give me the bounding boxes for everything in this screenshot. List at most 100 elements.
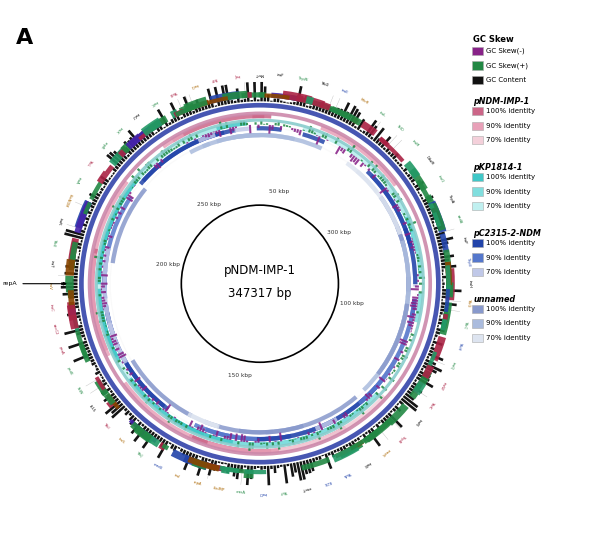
Wedge shape [296,402,369,443]
Wedge shape [79,318,81,321]
Wedge shape [313,426,347,444]
Wedge shape [337,448,340,452]
Wedge shape [237,441,240,447]
Wedge shape [202,133,260,149]
Wedge shape [417,256,420,259]
Wedge shape [220,438,223,443]
Wedge shape [154,119,163,128]
Text: merB: merB [152,462,163,471]
Wedge shape [159,125,163,130]
Wedge shape [318,105,323,112]
Wedge shape [350,433,373,450]
Wedge shape [244,465,246,467]
Wedge shape [302,460,308,475]
Wedge shape [219,466,239,473]
Wedge shape [113,342,118,346]
Wedge shape [99,314,104,317]
Wedge shape [419,283,424,285]
Wedge shape [234,101,237,103]
Wedge shape [359,435,362,437]
Wedge shape [309,459,315,471]
Text: IS26: IS26 [323,479,332,485]
Wedge shape [102,239,107,242]
Wedge shape [381,385,387,391]
Wedge shape [194,106,199,113]
Text: TelO: TelO [396,124,404,132]
Wedge shape [236,88,240,102]
Wedge shape [370,174,414,250]
Wedge shape [275,123,277,125]
Wedge shape [235,469,244,473]
Wedge shape [413,249,415,251]
Wedge shape [441,319,447,330]
Wedge shape [249,125,252,133]
Wedge shape [273,99,276,102]
Wedge shape [111,346,114,350]
Wedge shape [308,125,312,133]
Wedge shape [258,438,259,443]
Text: 70% identity: 70% identity [486,203,530,209]
Wedge shape [208,459,211,461]
Wedge shape [205,427,291,441]
Wedge shape [73,353,92,363]
Wedge shape [409,387,415,393]
Wedge shape [96,368,99,371]
Wedge shape [170,102,181,121]
Wedge shape [417,260,420,262]
Wedge shape [318,422,323,430]
Wedge shape [306,460,312,473]
Text: GC Skew: GC Skew [473,36,514,44]
Text: traH: traH [467,279,471,288]
Wedge shape [173,419,178,424]
Wedge shape [209,91,240,104]
Wedge shape [290,463,294,477]
Wedge shape [137,168,144,175]
Wedge shape [243,121,245,125]
Wedge shape [358,407,365,415]
Wedge shape [432,224,435,227]
Wedge shape [296,95,303,102]
Wedge shape [130,421,151,441]
Wedge shape [412,307,417,310]
Wedge shape [209,435,212,438]
Wedge shape [179,102,195,115]
Wedge shape [79,253,80,255]
Wedge shape [102,379,106,383]
Wedge shape [155,132,158,134]
Text: traQ: traQ [449,361,456,370]
Wedge shape [441,259,449,262]
Wedge shape [416,187,421,191]
Wedge shape [232,464,237,477]
Text: pKP1814-1: pKP1814-1 [473,163,523,173]
Wedge shape [79,344,90,363]
Wedge shape [419,193,423,197]
Text: merA: merA [235,490,246,495]
Wedge shape [191,458,208,470]
Wedge shape [110,398,119,406]
Wedge shape [283,464,288,483]
Text: TrbA: TrbA [343,470,352,477]
Wedge shape [157,109,169,127]
Wedge shape [429,203,435,209]
Wedge shape [100,175,110,183]
Wedge shape [272,442,274,446]
Wedge shape [76,315,81,318]
Wedge shape [279,395,386,452]
Wedge shape [353,157,358,163]
Wedge shape [405,392,415,401]
Wedge shape [183,455,203,469]
Wedge shape [394,357,400,361]
Wedge shape [365,431,368,435]
Wedge shape [97,222,113,316]
Wedge shape [439,249,443,252]
Text: TrbG: TrbG [466,298,471,306]
Wedge shape [135,121,161,142]
Wedge shape [407,390,413,395]
Wedge shape [240,434,243,442]
Wedge shape [66,284,74,292]
Wedge shape [84,227,86,230]
Wedge shape [240,465,243,472]
Wedge shape [296,129,299,133]
Wedge shape [367,161,373,168]
Wedge shape [392,408,396,412]
